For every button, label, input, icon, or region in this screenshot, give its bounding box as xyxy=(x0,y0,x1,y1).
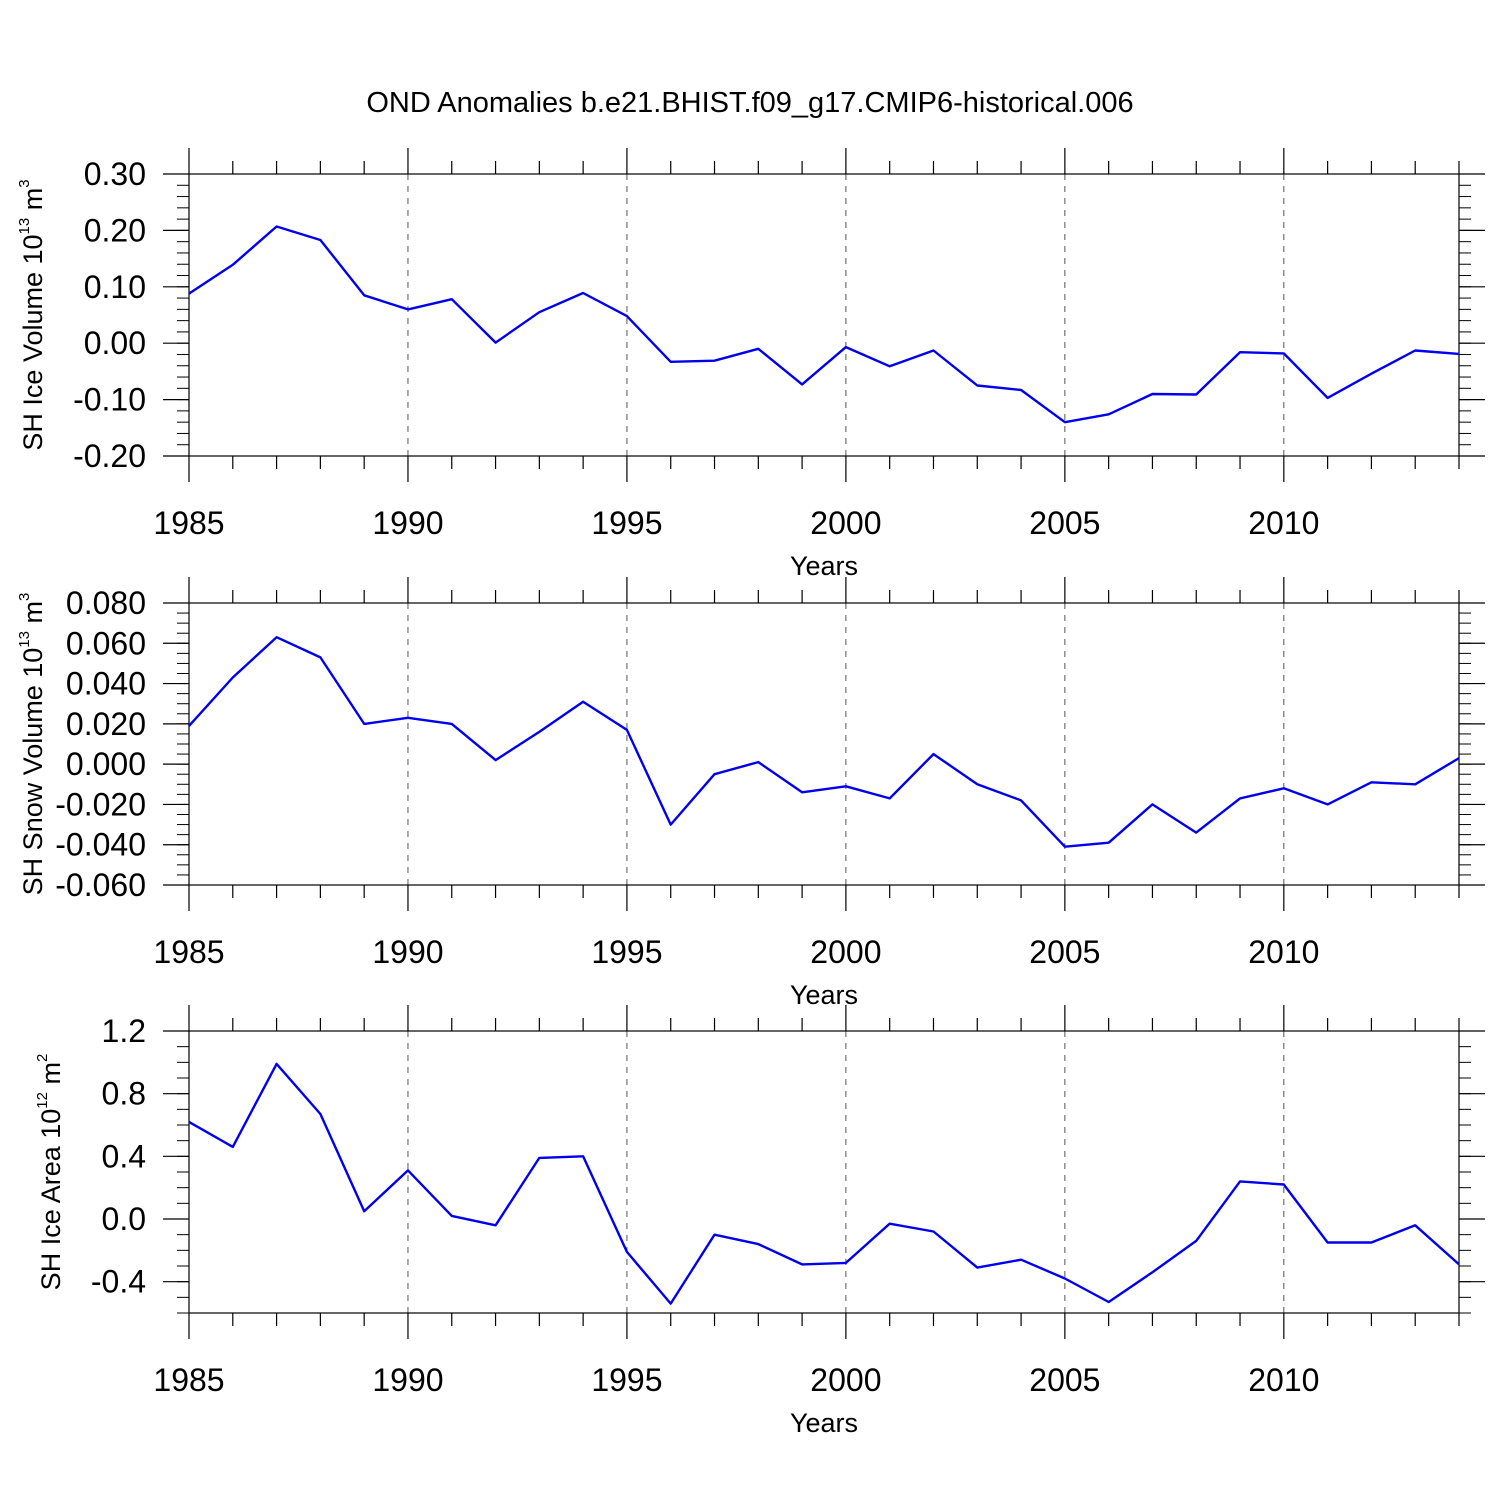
y-tick-label: -0.060 xyxy=(55,867,146,903)
y-axis-title-exponent: 13 xyxy=(16,218,33,235)
x-tick-label: 2000 xyxy=(810,934,881,970)
x-tick-label: 1990 xyxy=(372,934,443,970)
plot-frame xyxy=(188,173,1460,457)
y-axis-title-unit: m xyxy=(18,188,48,218)
y-axis-title-exponent: 12 xyxy=(34,1092,51,1109)
y-tick-label: 0.040 xyxy=(66,666,146,702)
series-line xyxy=(188,1062,1460,1305)
x-tick-label: 2005 xyxy=(1029,505,1100,541)
y-axis-title-prefix: SH Ice Area 10 xyxy=(36,1109,66,1291)
y-tick-label: -0.4 xyxy=(91,1264,146,1300)
y-axis-title-unit-exponent: 3 xyxy=(16,179,33,187)
x-tick-label: 2000 xyxy=(810,1362,881,1398)
x-axis-title: Years xyxy=(790,551,858,581)
y-axis-title-unit-exponent: 2 xyxy=(34,1054,51,1062)
y-tick-label: -0.20 xyxy=(73,438,146,474)
y-tick-label: -0.040 xyxy=(55,827,146,863)
y-axis-title-unit-exponent: 3 xyxy=(16,593,33,601)
y-tick-label: 0.00 xyxy=(84,325,146,361)
y-axis-title: SH Snow Volume 1013 m3 xyxy=(16,593,48,896)
y-axis-title: SH Ice Area 1012 m2 xyxy=(34,1054,66,1291)
y-axis-title-prefix: SH Ice Volume 10 xyxy=(18,234,48,450)
y-tick-label: 0.4 xyxy=(102,1138,146,1174)
y-tick-label: 0.10 xyxy=(84,269,146,305)
panel-1: -0.20 -0.10 0.00 0.10 0.20 0.30 1985 1990 1995 20… xyxy=(16,148,1485,581)
series-line xyxy=(188,225,1460,424)
x-tick-label: 1985 xyxy=(153,934,224,970)
y-tick-label: 0.8 xyxy=(102,1076,146,1112)
y-tick-label: -0.10 xyxy=(73,382,146,418)
y-axis-title-prefix: SH Snow Volume 10 xyxy=(18,648,48,896)
x-axis-title: Years xyxy=(790,980,858,1010)
y-tick-label: 0.20 xyxy=(84,212,146,248)
x-tick-label: 1995 xyxy=(591,934,662,970)
x-axis-title: Years xyxy=(790,1408,858,1438)
y-tick-label: -0.020 xyxy=(55,786,146,822)
x-tick-label: 2010 xyxy=(1248,934,1319,970)
x-tick-label: 1990 xyxy=(372,505,443,541)
x-tick-label: 1995 xyxy=(591,505,662,541)
panel-3: -0.4 0.0 0.4 0.8 1.2 1985 1990 1995 2000 2005 2010… xyxy=(34,1005,1485,1438)
x-tick-label: 2000 xyxy=(810,505,881,541)
y-tick-label: 0.0 xyxy=(102,1201,146,1237)
y-tick-label: 0.000 xyxy=(66,746,146,782)
x-tick-label: 2010 xyxy=(1248,1362,1319,1398)
x-tick-label: 2010 xyxy=(1248,505,1319,541)
x-tick-label: 1985 xyxy=(153,505,224,541)
y-axis-title-exponent: 13 xyxy=(16,631,33,648)
x-tick-label: 2005 xyxy=(1029,934,1100,970)
x-tick-label: 1995 xyxy=(591,1362,662,1398)
panel-2: -0.060 -0.040 -0.020 0.000 0.020 0.040 0.060 0.… xyxy=(16,577,1485,1010)
y-tick-label: 0.080 xyxy=(66,585,146,621)
x-tick-label: 1990 xyxy=(372,1362,443,1398)
y-tick-label: 1.2 xyxy=(102,1013,146,1049)
y-axis-title-unit: m xyxy=(36,1062,66,1092)
y-tick-label: 0.020 xyxy=(66,706,146,742)
plot-frame xyxy=(188,1030,1460,1314)
x-tick-label: 2005 xyxy=(1029,1362,1100,1398)
series-line xyxy=(188,636,1460,848)
x-tick-label: 1985 xyxy=(153,1362,224,1398)
y-axis-title: SH Ice Volume 1013 m3 xyxy=(16,179,48,450)
plot-frame xyxy=(188,602,1460,886)
y-tick-label: 0.30 xyxy=(84,156,146,192)
figure-title: OND Anomalies b.e21.BHIST.f09_g17.CMIP6-… xyxy=(366,87,1133,119)
y-axis-title-unit: m xyxy=(18,601,48,631)
y-tick-label: 0.060 xyxy=(66,625,146,661)
